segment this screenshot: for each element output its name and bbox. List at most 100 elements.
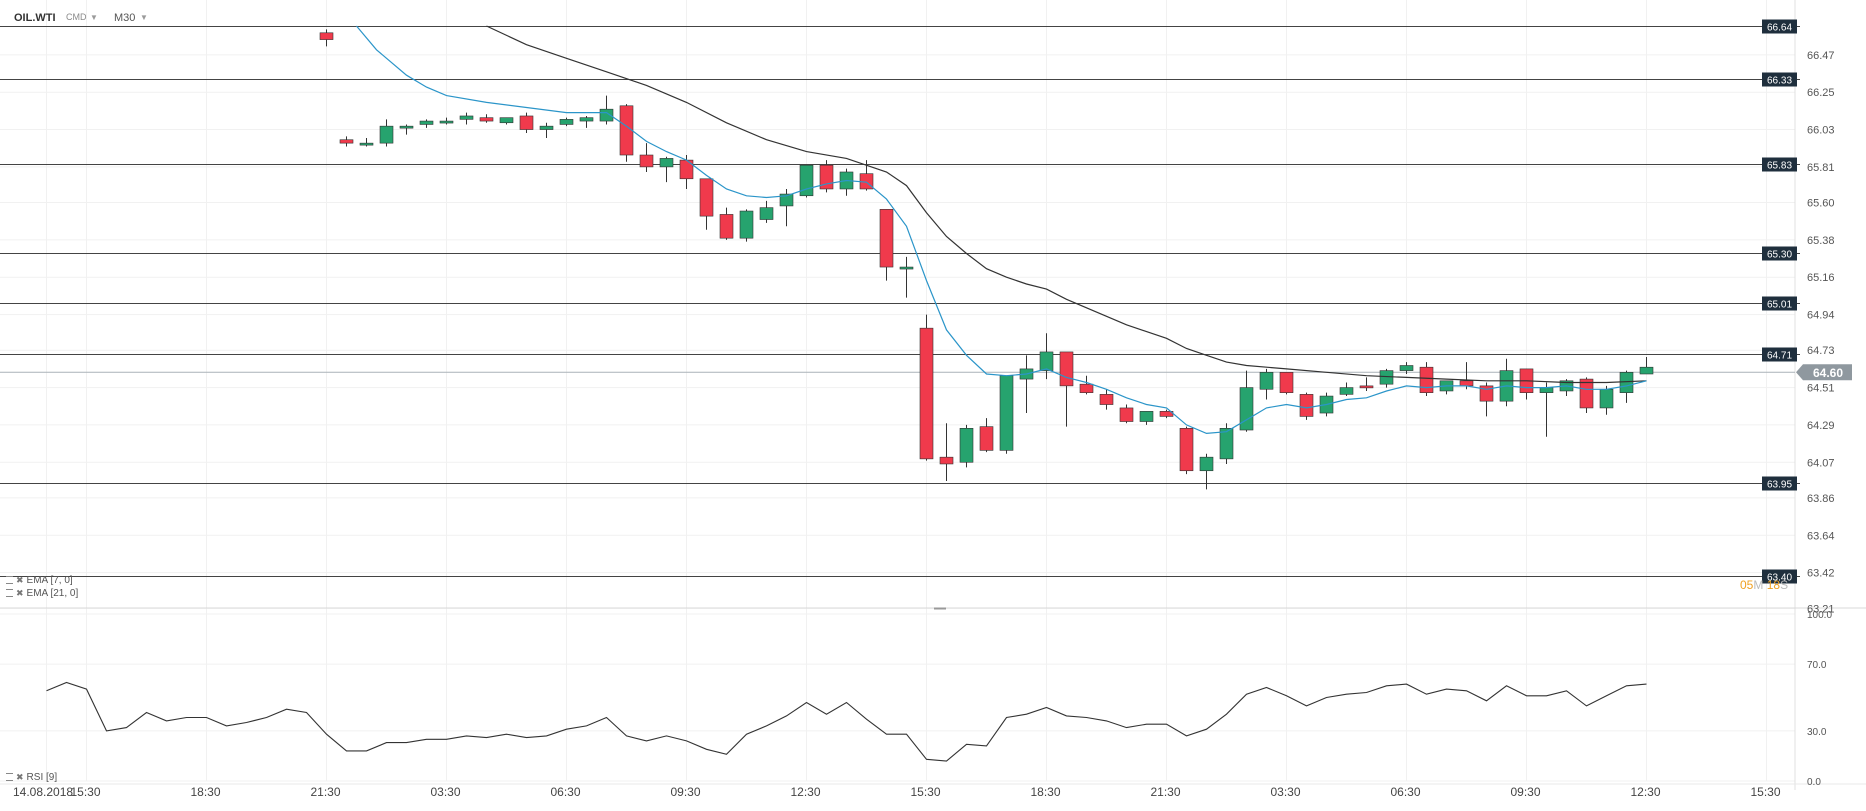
indicator-settings-icon[interactable]: [6, 576, 13, 585]
level-label-bg: [1762, 19, 1797, 34]
level-label-bg: [1762, 476, 1797, 491]
rsi-line: [46, 681, 1647, 762]
timeframe-selector[interactable]: M30: [114, 12, 136, 24]
indicator-params: [9]: [46, 772, 58, 783]
price-tick-label: 63.21: [1807, 603, 1835, 615]
indicator-settings-icon[interactable]: [6, 773, 13, 782]
bull-candle: [499, 117, 514, 124]
level-label-bg: [1762, 296, 1797, 311]
level-label: 63.40: [1767, 573, 1792, 584]
bear-candle: [1579, 378, 1594, 409]
bull-candle: [1039, 351, 1054, 371]
bull-candle: [1639, 366, 1654, 375]
time-tick-label: 21:30: [311, 785, 341, 799]
bull-candle: [759, 207, 774, 220]
bull-candle: [1339, 387, 1354, 395]
bear-candle: [699, 178, 714, 217]
price-tick-label: 64.51: [1807, 383, 1835, 395]
time-tick-label: 18:30: [1031, 785, 1061, 799]
bear-candle: [1359, 385, 1374, 389]
current-price-tag: [1796, 364, 1852, 381]
time-tick-label: 06:30: [551, 785, 581, 799]
rsi-indicator[interactable]: ✖ RSI [9]: [6, 772, 57, 783]
bull-candle: [599, 108, 614, 122]
indicator-params: [7, 0]: [50, 575, 73, 586]
time-tick-label: 09:30: [671, 785, 701, 799]
bull-candle: [1219, 428, 1234, 460]
bear-candle: [639, 154, 654, 168]
price-tick-label: 66.03: [1807, 125, 1835, 137]
indicator-remove-icon[interactable]: ✖: [16, 772, 24, 782]
bull-candle: [1379, 370, 1394, 385]
level-label: 63.95: [1767, 480, 1792, 491]
time-tick-label: 21:30: [1151, 785, 1181, 799]
bull-candle: [1139, 411, 1154, 422]
bear-candle: [719, 214, 734, 239]
ema-21-line: [486, 25, 1647, 384]
bear-candle: [519, 115, 534, 130]
bull-candle: [379, 125, 394, 144]
bull-candle: [739, 210, 754, 239]
time-tick-label: 09:30: [1511, 785, 1541, 799]
indicator-params: [21, 0]: [50, 588, 79, 599]
bull-candle: [399, 125, 414, 129]
bull-candle: [1239, 387, 1254, 431]
bull-candle: [579, 117, 594, 122]
time-tick-label: 15:30: [911, 785, 941, 799]
bull-candle: [899, 266, 914, 270]
indicator-remove-icon[interactable]: ✖: [16, 575, 24, 585]
indicator-settings-icon[interactable]: [6, 589, 13, 598]
timeframe-dropdown-icon[interactable]: ▼: [140, 13, 148, 22]
bull-candle: [1259, 371, 1274, 390]
bear-candle: [939, 456, 954, 465]
price-tick-label: 64.29: [1807, 420, 1835, 432]
bear-candle: [919, 327, 934, 460]
bull-candle: [419, 120, 434, 125]
symbol-label[interactable]: OIL.WTI: [14, 12, 56, 24]
rsi-tick-label: 30.0: [1807, 727, 1827, 738]
time-tick-label: 15:30: [1751, 785, 1781, 799]
price-tick-label: 64.07: [1807, 457, 1835, 469]
indicator-remove-icon[interactable]: ✖: [16, 588, 24, 598]
rsi-tick-label: 70.0: [1807, 660, 1827, 671]
bear-candle: [319, 32, 334, 40]
rsi-tick-label: 100.0: [1807, 610, 1832, 621]
time-tick-label: 18:30: [191, 785, 221, 799]
price-tick-label: 64.73: [1807, 345, 1835, 357]
bull-candle: [659, 158, 674, 168]
bear-candle: [1479, 385, 1494, 402]
bear-candle: [1279, 371, 1294, 393]
bear-candle: [879, 209, 894, 268]
ema-21-indicator[interactable]: ✖ EMA [21, 0]: [6, 588, 78, 599]
bull-candle: [1599, 388, 1614, 409]
indicator-label: EMA: [26, 575, 48, 586]
price-tick-label: 66.25: [1807, 87, 1835, 99]
time-tick-label: 12:30: [791, 785, 821, 799]
price-tick-label: 65.81: [1807, 162, 1835, 174]
bear-candle: [979, 426, 994, 451]
bear-candle: [1099, 394, 1114, 405]
bear-candle: [1059, 351, 1074, 387]
level-label: 65.01: [1767, 300, 1792, 311]
bear-candle: [1419, 366, 1434, 393]
level-label-bg: [1762, 72, 1797, 87]
price-tick-label: 65.38: [1807, 235, 1835, 247]
level-label: 65.83: [1767, 161, 1792, 172]
bear-candle: [479, 117, 494, 122]
indicator-label: EMA: [26, 588, 48, 599]
price-tick-label: 65.60: [1807, 198, 1835, 210]
price-tick-label: 63.64: [1807, 530, 1835, 542]
level-label-bg: [1762, 569, 1797, 584]
bull-candle: [1399, 365, 1414, 371]
price-tick-label: 63.86: [1807, 493, 1835, 505]
ema-7-indicator[interactable]: ✖ EMA [7, 0]: [6, 575, 73, 586]
price-tick-label: 65.16: [1807, 272, 1835, 284]
market-dropdown-icon[interactable]: ▼: [90, 13, 98, 22]
current-price-label: 64.60: [1813, 366, 1843, 380]
level-label: 66.64: [1767, 23, 1792, 34]
level-label-bg: [1762, 246, 1797, 261]
bear-candle: [1179, 428, 1194, 472]
bear-candle: [1079, 383, 1094, 393]
level-label: 65.30: [1767, 250, 1792, 261]
